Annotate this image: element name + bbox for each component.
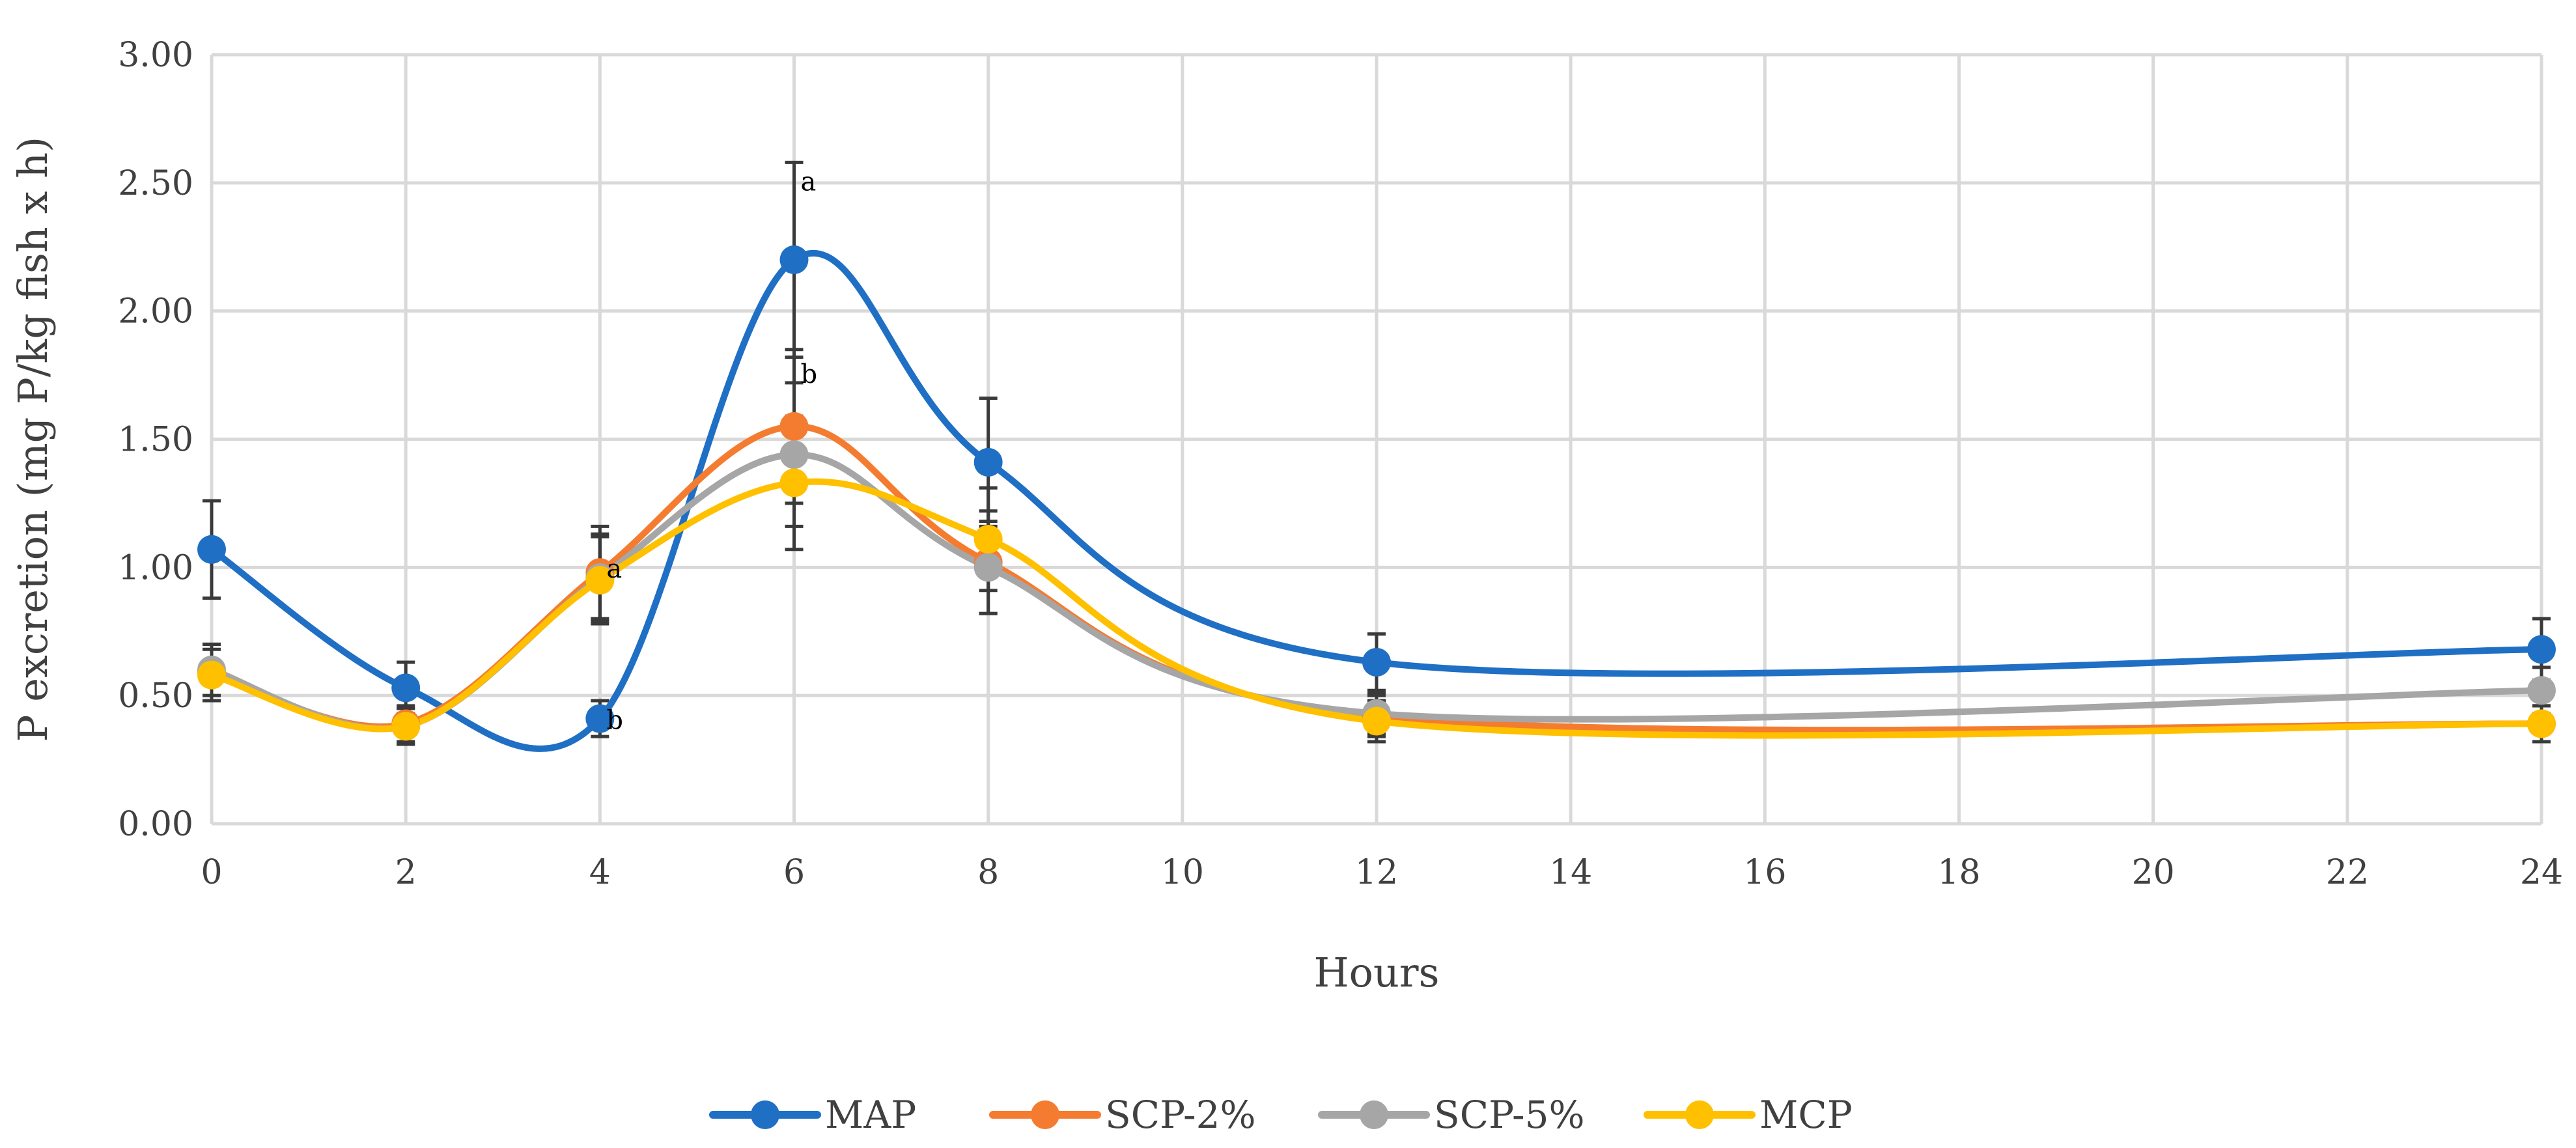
y-tick-label: 1.00 <box>118 548 193 587</box>
data-point-scp-5 <box>779 440 809 469</box>
series-line-map <box>208 250 2545 752</box>
data-point-map <box>2527 635 2556 664</box>
data-point-map <box>197 535 226 564</box>
y-tick-label: 1.50 <box>118 421 193 460</box>
data-point-map <box>585 704 615 733</box>
x-tick-label: 18 <box>1937 853 1980 892</box>
data-point-mcp <box>973 525 1003 554</box>
data-point-scp-2 <box>779 412 809 441</box>
series-line-mcp <box>208 478 2545 739</box>
legend-marker-scp-2 <box>1031 1100 1059 1129</box>
y-tick-label: 2.50 <box>118 164 193 203</box>
x-tick-label: 0 <box>201 853 222 892</box>
significance-letter: a <box>606 554 622 584</box>
legend-label-scp-5: SCP-5% <box>1434 1093 1585 1137</box>
data-point-scp-5 <box>973 553 1003 582</box>
data-point-mcp <box>779 468 809 497</box>
significance-letter: b <box>801 359 818 389</box>
x-tick-label: 22 <box>2326 853 2369 892</box>
legend: MAP SCP-2% SCP-5% MCP <box>709 1093 1853 1137</box>
x-tick-label: 6 <box>783 853 805 892</box>
legend-label-scp-2: SCP-2% <box>1105 1093 1256 1137</box>
legend-label-mcp: MCP <box>1759 1093 1853 1137</box>
significance-letter: a <box>801 167 817 197</box>
x-tick-label: 12 <box>1355 853 1398 892</box>
x-tick-label: 14 <box>1549 853 1592 892</box>
data-point-mcp <box>2527 709 2556 738</box>
x-tick-label: 24 <box>2520 853 2563 892</box>
y-tick-label: 3.00 <box>118 36 193 75</box>
legend-label-map: MAP <box>825 1093 916 1137</box>
x-tick-label: 16 <box>1743 853 1786 892</box>
data-markers <box>197 245 2556 741</box>
x-axis-title: Hours <box>1314 949 1440 996</box>
x-axis-tick-labels: 0 2 4 6 8 10 12 14 16 18 20 22 24 <box>201 853 2563 892</box>
legend-marker-scp-5 <box>1360 1100 1388 1129</box>
x-tick-label: 8 <box>977 853 999 892</box>
significance-letter: b <box>606 705 623 735</box>
data-point-map <box>391 673 421 703</box>
data-point-mcp <box>585 566 615 595</box>
significance-annotations: a b a b <box>606 167 817 736</box>
legend-marker-mcp <box>1685 1100 1714 1129</box>
data-point-mcp <box>391 712 421 741</box>
y-tick-label: 0.00 <box>118 805 193 844</box>
data-point-mcp <box>197 660 226 690</box>
y-axis-title: P excretion (mg P/kg fish x h) <box>9 137 57 742</box>
data-point-scp-5 <box>2527 676 2556 705</box>
x-tick-label: 10 <box>1161 853 1204 892</box>
y-tick-label: 0.50 <box>118 677 193 716</box>
data-point-map <box>973 447 1003 477</box>
x-tick-label: 20 <box>2132 853 2175 892</box>
legend-marker-map <box>751 1100 779 1129</box>
x-tick-label: 2 <box>395 853 417 892</box>
y-tick-label: 2.00 <box>118 292 193 331</box>
x-tick-label: 4 <box>589 853 611 892</box>
data-point-mcp <box>1362 707 1391 736</box>
y-axis-tick-labels: 0.00 0.50 1.00 1.50 2.00 2.50 3.00 <box>118 36 193 844</box>
data-point-map <box>779 245 809 274</box>
series-lines <box>208 250 2545 752</box>
data-point-map <box>1362 647 1391 677</box>
